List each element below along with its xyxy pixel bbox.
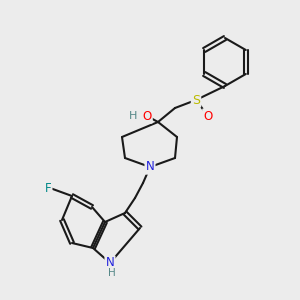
Text: H: H [129,111,137,121]
Text: O: O [142,110,152,122]
Text: N: N [146,160,154,173]
Text: N: N [106,256,114,269]
Text: S: S [192,94,200,106]
Text: O: O [203,110,213,122]
Text: H: H [108,268,116,278]
Text: F: F [45,182,51,194]
